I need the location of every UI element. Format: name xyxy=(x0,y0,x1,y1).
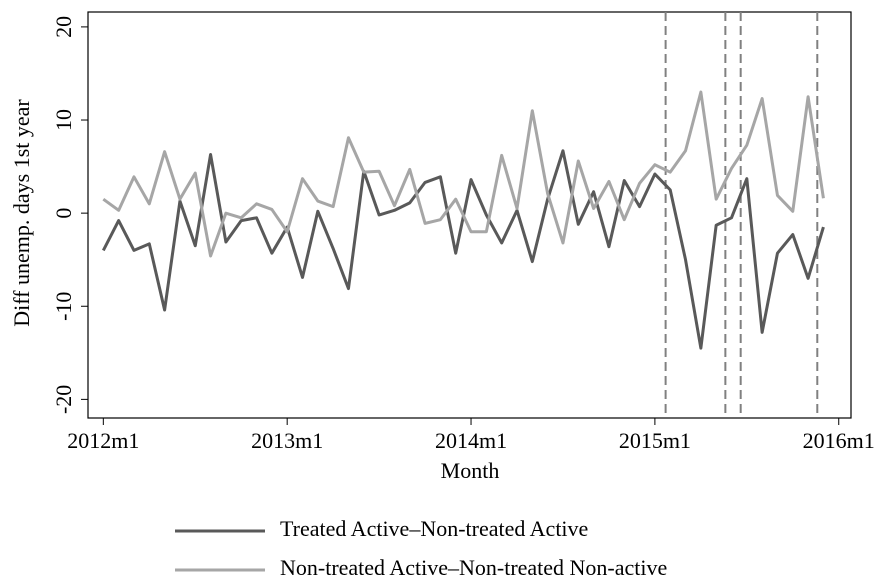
y-tick-label: 20 xyxy=(51,16,76,38)
y-tick-label: 10 xyxy=(51,109,76,131)
y-tick-label: -10 xyxy=(51,292,76,321)
legend-label: Treated Active–Non-treated Active xyxy=(280,516,588,541)
x-tick-label: 2015m1 xyxy=(619,428,691,453)
y-tick-label: -20 xyxy=(51,385,76,414)
legend-label: Non-treated Active–Non-treated Non-activ… xyxy=(280,555,667,579)
x-tick-label: 2013m1 xyxy=(251,428,323,453)
plot-frame xyxy=(87,11,852,419)
series-line xyxy=(102,90,825,258)
x-tick-label: 2016m1 xyxy=(803,428,875,453)
x-tick-label: 2014m1 xyxy=(435,428,507,453)
y-tick-label: 0 xyxy=(51,208,76,219)
y-axis-label: Diff unemp. days 1st year xyxy=(9,99,34,327)
x-tick-label: 2012m1 xyxy=(67,428,139,453)
x-axis-label: Month xyxy=(441,458,500,483)
